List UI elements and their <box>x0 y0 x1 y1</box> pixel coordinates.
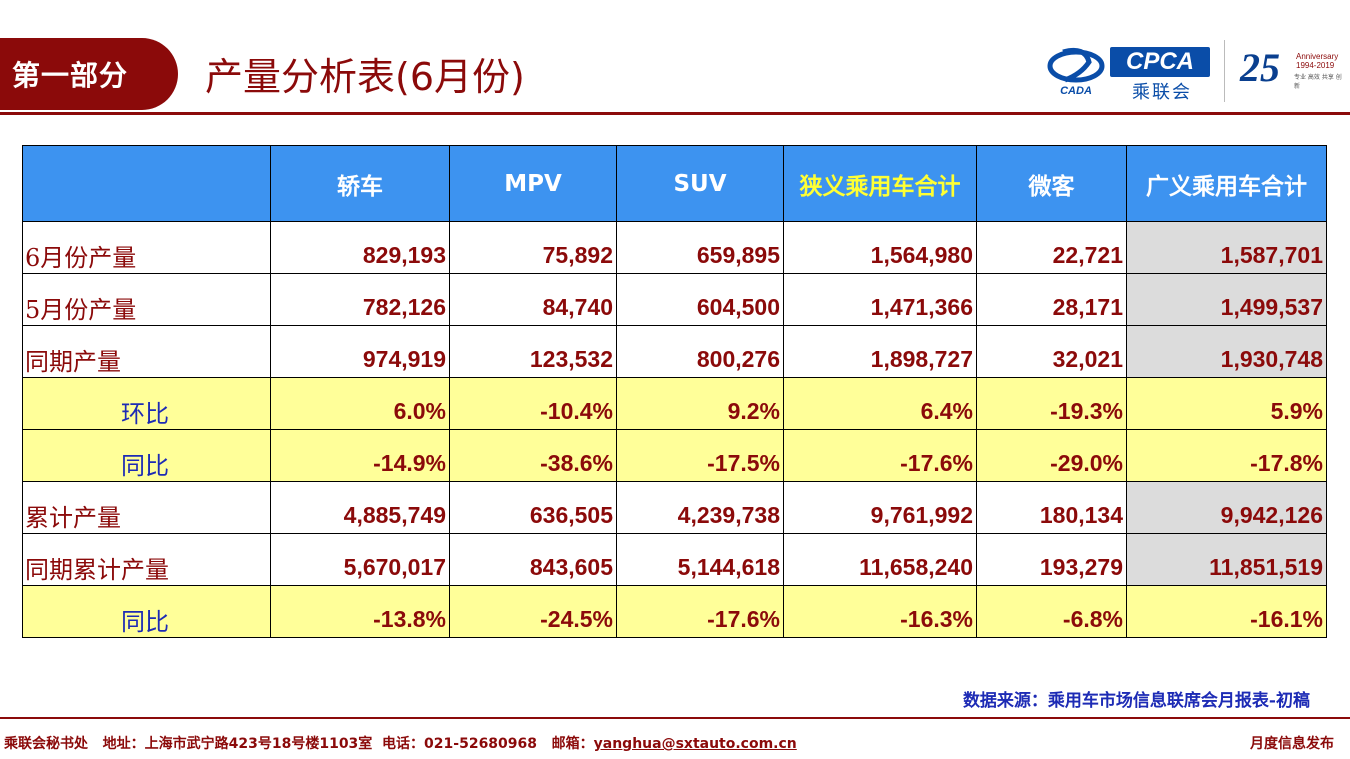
table-cell: -16.1% <box>1126 585 1327 638</box>
row-label: 环比 <box>22 377 271 430</box>
table-cell: 1,499,537 <box>1126 273 1327 326</box>
footer-address: 上海市武宁路423号18号楼1103室 <box>144 736 373 752</box>
table-cell: 4,239,738 <box>616 481 784 534</box>
table-cell: 800,276 <box>616 325 784 378</box>
table-cell: 6.0% <box>270 377 450 430</box>
table-row: 6月份产量 829,193 75,892 659,895 1,564,980 2… <box>22 221 1327 274</box>
table-cell: 6.4% <box>783 377 977 430</box>
footer-email-link[interactable]: yanghua@sxtauto.com.cn <box>593 736 797 752</box>
table-cell: 9,761,992 <box>783 481 977 534</box>
column-header-suv: SUV <box>616 145 784 222</box>
table-cell: -17.5% <box>616 429 784 482</box>
table-cell: 9,942,126 <box>1126 481 1327 534</box>
footer-contact: 乘联会秘书处 地址：上海市武宁路423号18号楼1103室 电话：021-526… <box>4 733 797 753</box>
cpca-logo-subtitle: 乘联会 <box>1132 82 1192 103</box>
table-cell: 843,605 <box>449 533 617 586</box>
table-cell: 636,505 <box>449 481 617 534</box>
table-cell: -24.5% <box>449 585 617 638</box>
table-cell: 32,021 <box>976 325 1127 378</box>
cada-logo: CADA <box>1047 47 1105 96</box>
footer-org: 乘联会秘书处 <box>4 736 88 752</box>
table-row: 5月份产量 782,126 84,740 604,500 1,471,366 2… <box>22 273 1327 326</box>
table-cell: 5.9% <box>1126 377 1327 430</box>
table-cell: 28,171 <box>976 273 1127 326</box>
table-cell: 22,721 <box>976 221 1127 274</box>
table-cell: 604,500 <box>616 273 784 326</box>
anniversary-logo: 25 Anniversary 1994-2019 专业 高效 共享 创新 <box>1236 40 1346 100</box>
table-cell: -17.6% <box>783 429 977 482</box>
column-header-corner <box>22 145 271 222</box>
cada-logo-text: CADA <box>1060 85 1092 96</box>
table-cell: 1,930,748 <box>1126 325 1327 378</box>
logo-divider <box>1224 40 1225 102</box>
row-label: 5月份产量 <box>22 273 271 326</box>
data-source-note: 数据来源：乘用车市场信息联席会月报表-初稿 <box>962 691 1310 711</box>
row-label: 同比 <box>22 429 271 482</box>
column-header-broad-total: 广义乘用车合计 <box>1126 145 1327 222</box>
table-cell: 11,851,519 <box>1126 533 1327 586</box>
footer-right-label: 月度信息发布 <box>1250 736 1334 752</box>
table-cell: 1,564,980 <box>783 221 977 274</box>
anniversary-number: 25 <box>1240 45 1280 90</box>
table-cell: 5,144,618 <box>616 533 784 586</box>
table-header-row: 轿车 MPV SUV 狭义乘用车合计 微客 广义乘用车合计 <box>22 145 1327 222</box>
cpca-logo: CPCA <box>1110 47 1210 77</box>
table-cell: 782,126 <box>270 273 450 326</box>
row-label: 同期累计产量 <box>22 533 271 586</box>
footer-phone: 021-52680968 <box>424 736 538 752</box>
table-row: 累计产量 4,885,749 636,505 4,239,738 9,761,9… <box>22 481 1327 534</box>
footer-email-label: 邮箱： <box>551 736 594 752</box>
table-cell: 1,898,727 <box>783 325 977 378</box>
column-header-mpv: MPV <box>449 145 617 222</box>
table-row: 同期累计产量 5,670,017 843,605 5,144,618 11,65… <box>22 533 1327 586</box>
table-cell: 1,471,366 <box>783 273 977 326</box>
table-cell: 1,587,701 <box>1126 221 1327 274</box>
column-header-sedan: 轿车 <box>270 145 450 222</box>
table-row: 同比 -14.9% -38.6% -17.5% -17.6% -29.0% -1… <box>22 429 1327 482</box>
table-cell: -38.6% <box>449 429 617 482</box>
anniversary-tagline: 专业 高效 共享 创新 <box>1294 74 1342 90</box>
footer-phone-label: 电话： <box>382 736 425 752</box>
table-cell: 4,885,749 <box>270 481 450 534</box>
table-cell: -6.8% <box>976 585 1127 638</box>
table-cell: -29.0% <box>976 429 1127 482</box>
table-row: 同比 -13.8% -24.5% -17.6% -16.3% -6.8% -16… <box>22 585 1327 638</box>
footer-address-label: 地址： <box>102 736 145 752</box>
table-cell: 75,892 <box>449 221 617 274</box>
table-cell: 974,919 <box>270 325 450 378</box>
table-cell: -13.8% <box>270 585 450 638</box>
table-cell: -14.9% <box>270 429 450 482</box>
table-cell: 659,895 <box>616 221 784 274</box>
table-cell: 829,193 <box>270 221 450 274</box>
footer-divider <box>0 717 1350 719</box>
production-table: 轿车 MPV SUV 狭义乘用车合计 微客 广义乘用车合计 6月份产量 829,… <box>22 145 1327 638</box>
column-header-narrow-total: 狭义乘用车合计 <box>783 145 977 222</box>
table-cell: -17.8% <box>1126 429 1327 482</box>
row-label: 同期产量 <box>22 325 271 378</box>
table-cell: 180,134 <box>976 481 1127 534</box>
row-label: 6月份产量 <box>22 221 271 274</box>
table-cell: -16.3% <box>783 585 977 638</box>
table-row: 环比 6.0% -10.4% 9.2% 6.4% -19.3% 5.9% <box>22 377 1327 430</box>
table-cell: 193,279 <box>976 533 1127 586</box>
row-label: 累计产量 <box>22 481 271 534</box>
anniversary-text: Anniversary 1994-2019 <box>1296 52 1339 70</box>
page-title: 产量分析表(6月份) <box>205 55 525 99</box>
table-cell: 5,670,017 <box>270 533 450 586</box>
table-cell: 84,740 <box>449 273 617 326</box>
table-cell: 11,658,240 <box>783 533 977 586</box>
row-label: 同比 <box>22 585 271 638</box>
table-cell: -17.6% <box>616 585 784 638</box>
table-cell: 9.2% <box>616 377 784 430</box>
table-cell: 123,532 <box>449 325 617 378</box>
table-cell: -19.3% <box>976 377 1127 430</box>
table-cell: -10.4% <box>449 377 617 430</box>
column-header-minivan: 微客 <box>976 145 1127 222</box>
table-row: 同期产量 974,919 123,532 800,276 1,898,727 3… <box>22 325 1327 378</box>
section-label: 第一部分 <box>0 38 178 110</box>
header-divider <box>0 112 1350 115</box>
